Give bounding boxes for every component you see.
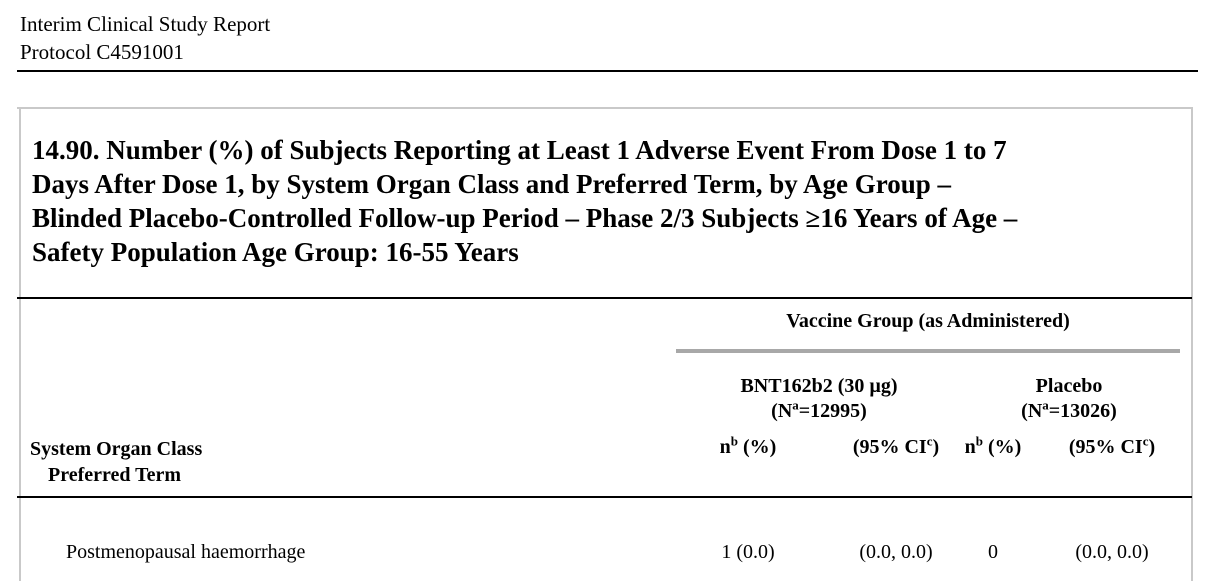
group-name: BNT162b2 (30 µg): [740, 375, 898, 397]
col-header-bnt-n-pct: nb (%): [719, 433, 777, 458]
report-type-text: Interim Clinical Study Report: [20, 12, 271, 36]
protocol-number-text: Protocol C4591001: [20, 40, 184, 64]
content-box-top-border: [17, 107, 1193, 109]
table-title-line: 14.90. Number (%) of Subjects Reporting …: [32, 135, 1007, 165]
system-organ-class-label: System Organ Class: [30, 438, 203, 460]
row-stub-header: System Organ Class Preferred Term: [30, 436, 202, 488]
content-box-left-border: [19, 107, 21, 581]
group-header-bnt162b2: BNT162b2 (30 µg) (Na=12995): [683, 374, 955, 424]
page-header: Interim Clinical Study Report Protocol C…: [20, 10, 270, 66]
footnote-marker-b: b: [975, 433, 984, 449]
footnote-marker-c: c: [926, 433, 933, 449]
table-top-rule: [17, 297, 1192, 299]
footnote-marker-a: a: [792, 397, 799, 413]
col-header-bnt-ci: (95% CIc): [852, 433, 940, 458]
group-header-placebo: Placebo (Na=13026): [955, 374, 1183, 424]
column-header-bottom-rule: [17, 496, 1192, 498]
footnote-marker-a: a: [1042, 397, 1049, 413]
col-header-placebo-n-pct: nb (%): [964, 433, 1022, 458]
placebo-n-pct-cell: 0: [988, 541, 998, 563]
table-title-line: Days After Dose 1, by System Organ Class…: [32, 169, 951, 199]
footnote-marker-b: b: [730, 433, 739, 449]
table-title-line: Blinded Placebo-Controlled Follow-up Per…: [32, 203, 1018, 233]
table-title: 14.90. Number (%) of Subjects Reporting …: [32, 133, 1017, 269]
group-n: (Na=13026): [1021, 397, 1117, 422]
group-name: Placebo: [1035, 375, 1103, 397]
vaccine-group-underline: [676, 349, 1180, 353]
header-rule: [17, 70, 1198, 72]
placebo-ci-cell: (0.0, 0.0): [1075, 541, 1149, 563]
group-n: (Na=12995): [771, 397, 867, 422]
vaccine-group-header: Vaccine Group (as Administered): [786, 310, 1070, 332]
bnt-ci-cell: (0.0, 0.0): [859, 541, 933, 563]
preferred-term-cell: Postmenopausal haemorrhage: [66, 541, 306, 563]
content-box-right-border: [1191, 107, 1193, 581]
table-title-line: Safety Population Age Group: 16-55 Years: [32, 237, 519, 267]
footnote-marker-c: c: [1142, 433, 1149, 449]
col-header-placebo-ci: (95% CIc): [1068, 433, 1156, 458]
preferred-term-label: Preferred Term: [48, 464, 182, 486]
bnt-n-pct-cell: 1 (0.0): [721, 541, 775, 563]
